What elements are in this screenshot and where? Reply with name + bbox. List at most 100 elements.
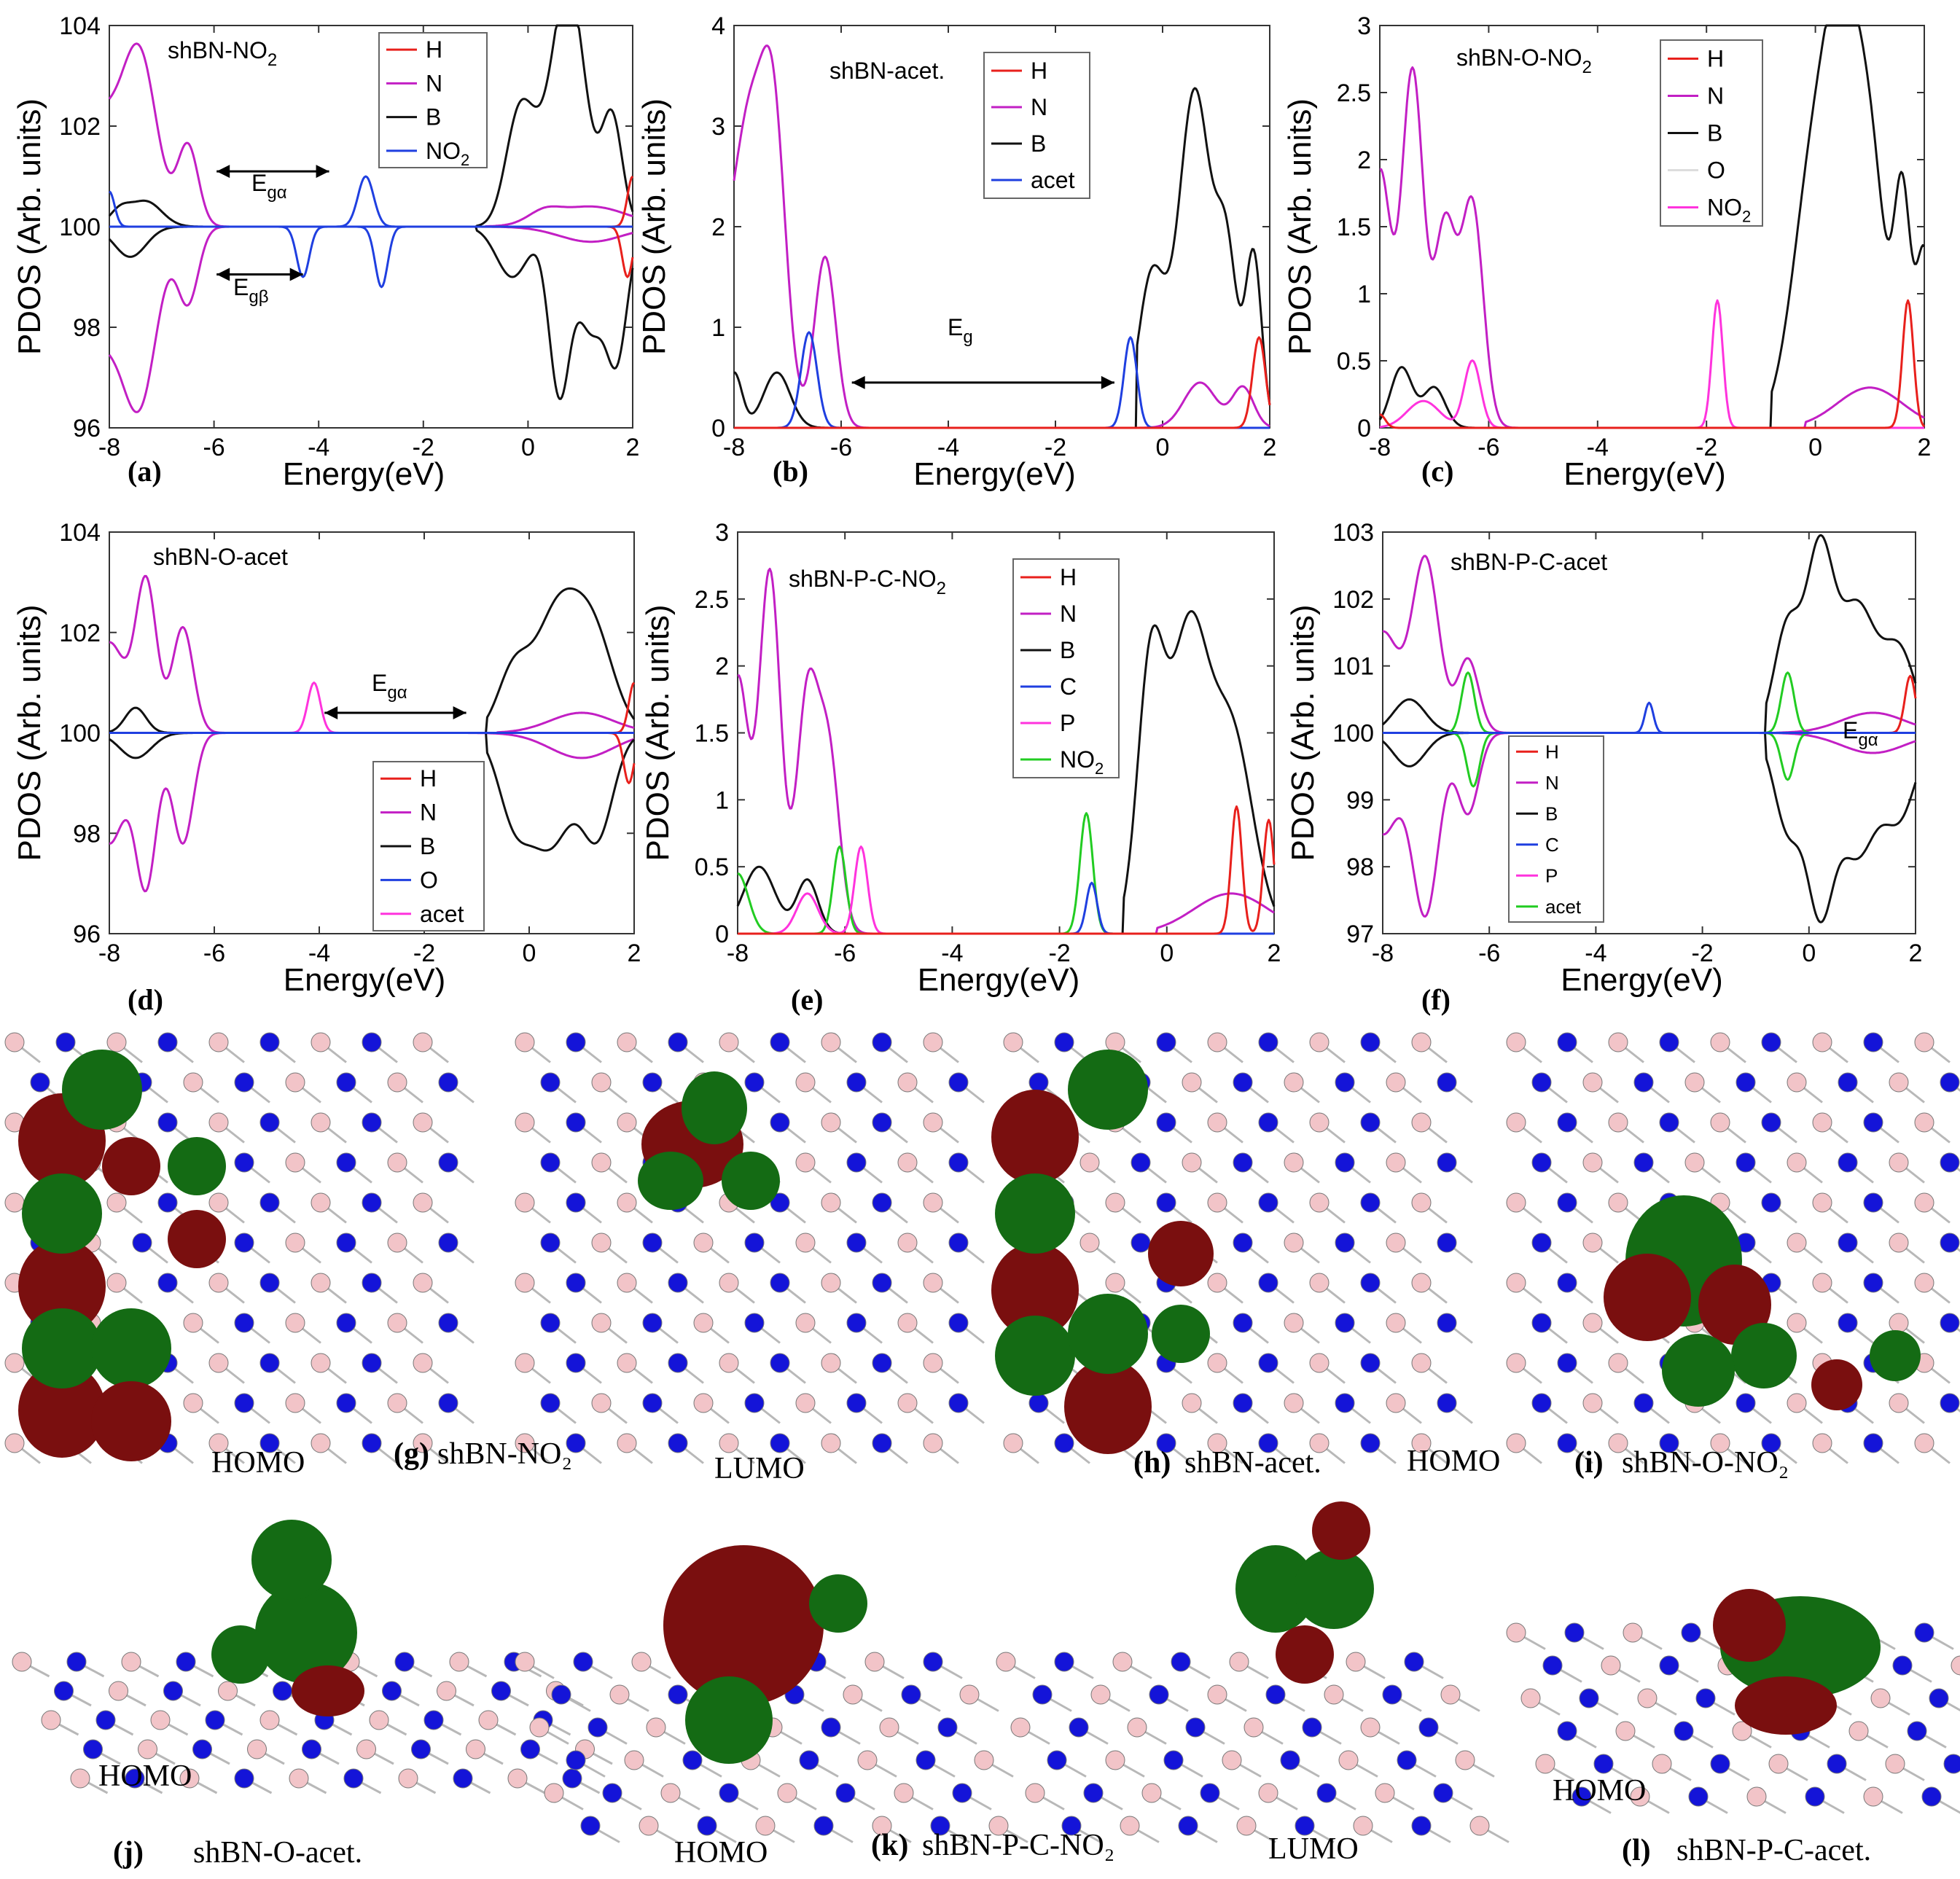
x-axis-label: Energy(eV) xyxy=(918,962,1080,998)
atom xyxy=(668,1684,688,1705)
atom xyxy=(1659,1655,1679,1676)
atom xyxy=(234,1393,254,1413)
orbital-lobe xyxy=(1235,1545,1316,1633)
plot-frame xyxy=(737,531,1275,934)
legend-entry: N xyxy=(426,70,442,96)
legend-subscript: 2 xyxy=(461,151,469,169)
atom xyxy=(1335,1152,1355,1173)
atom xyxy=(1437,1313,1457,1333)
atom xyxy=(1506,1353,1526,1373)
orbital-lobe xyxy=(1713,1589,1786,1662)
atom xyxy=(132,1233,152,1253)
atom xyxy=(872,1433,892,1453)
atom xyxy=(95,1710,116,1730)
orbital-lobe xyxy=(995,1173,1075,1254)
x-tick-label: 0 xyxy=(521,434,535,461)
atom xyxy=(515,1273,535,1293)
atom xyxy=(1827,1754,1847,1774)
legend-entry: N xyxy=(1707,83,1724,109)
caption-i-letter: (i) xyxy=(1574,1446,1604,1480)
atom xyxy=(1506,1433,1526,1453)
atom xyxy=(1557,1273,1577,1293)
atom xyxy=(66,1652,87,1672)
panel-label: (d) xyxy=(128,983,163,1016)
atom xyxy=(923,1273,943,1293)
atom xyxy=(1608,1192,1628,1213)
atom xyxy=(247,1739,267,1759)
atom xyxy=(1889,1393,1909,1413)
atom xyxy=(1736,1072,1756,1093)
chart-title: shBN-NO2 xyxy=(168,37,277,70)
x-tick-label: -6 xyxy=(203,940,225,967)
orbital-lobe xyxy=(91,1308,171,1388)
y-tick-label: 98 xyxy=(1346,853,1374,881)
atom xyxy=(770,1032,790,1052)
y-tick-label: 0 xyxy=(1357,415,1371,442)
atom xyxy=(624,1750,644,1770)
atom xyxy=(1131,1152,1151,1173)
atom xyxy=(1105,1273,1125,1293)
atom xyxy=(1156,1112,1176,1133)
atom xyxy=(1889,1313,1909,1333)
atom xyxy=(1929,1688,1949,1708)
y-tick-label: 1 xyxy=(715,786,729,814)
atom xyxy=(1557,1721,1577,1741)
atom xyxy=(540,1233,561,1253)
atom xyxy=(1892,1655,1913,1676)
x-tick-label: 0 xyxy=(1802,940,1816,967)
atom xyxy=(234,1768,254,1789)
atom xyxy=(668,1032,688,1052)
caption-g-homo: HOMO xyxy=(211,1446,305,1480)
atom xyxy=(1284,1313,1304,1333)
atom xyxy=(1863,1112,1883,1133)
x-tick-label: -6 xyxy=(1478,940,1500,967)
atom xyxy=(1386,1152,1406,1173)
atom xyxy=(821,1717,841,1738)
atom xyxy=(974,1750,994,1770)
atom xyxy=(879,1717,899,1738)
atom xyxy=(1652,1754,1672,1774)
atom xyxy=(387,1072,407,1093)
orbital-lobe xyxy=(991,1090,1079,1184)
atom xyxy=(1243,1717,1264,1738)
pdos-chart-3: -8 -6 -4 -2 0 2 0 0.5 1 1.5 2 2.5 3 Energy(eV) PDOS (A… xyxy=(1282,12,1931,492)
atom xyxy=(208,1192,229,1213)
series-line-no2 xyxy=(737,812,1274,935)
pdos-chart-5: -8 -6 -4 -2 0 2 0 0.5 1 1.5 2 2.5 3 Energy(eV) PDOS (A… xyxy=(640,519,1281,1016)
y-tick-label: 0 xyxy=(711,415,725,442)
atom xyxy=(109,1681,128,1701)
legend-entry: O xyxy=(420,867,438,893)
atom xyxy=(411,1739,431,1759)
caption-k-letter: (k) xyxy=(871,1829,908,1862)
y-tick-label: 96 xyxy=(73,415,101,442)
chart-title-subscript: 2 xyxy=(1582,58,1591,77)
atom xyxy=(1746,1786,1767,1807)
atom xyxy=(1838,1152,1858,1173)
atom xyxy=(1812,1433,1832,1453)
x-tick-label: -8 xyxy=(727,940,749,967)
atom xyxy=(1921,1786,1942,1807)
atom xyxy=(4,1433,25,1453)
atom xyxy=(382,1681,402,1701)
atom xyxy=(1003,1433,1023,1453)
x-tick-label: 0 xyxy=(1160,940,1174,967)
atom xyxy=(1411,1816,1432,1836)
atom xyxy=(1863,1273,1883,1293)
atom xyxy=(234,1233,254,1253)
atom xyxy=(609,1684,630,1705)
gap-label-subscript: gα xyxy=(387,683,407,703)
atom xyxy=(183,1072,203,1093)
atom xyxy=(515,1032,535,1052)
legend-entry: O xyxy=(1707,157,1725,184)
atom xyxy=(591,1072,612,1093)
legend-box xyxy=(1012,558,1120,778)
atom xyxy=(336,1393,356,1413)
atom xyxy=(285,1313,305,1333)
orbital-lobe xyxy=(991,1243,1079,1337)
orbital-lobe xyxy=(22,1308,102,1388)
y-tick-label: 0 xyxy=(715,921,729,948)
atom xyxy=(835,1783,856,1803)
y-tick-label: 1.5 xyxy=(695,720,729,748)
atom xyxy=(208,1273,229,1293)
